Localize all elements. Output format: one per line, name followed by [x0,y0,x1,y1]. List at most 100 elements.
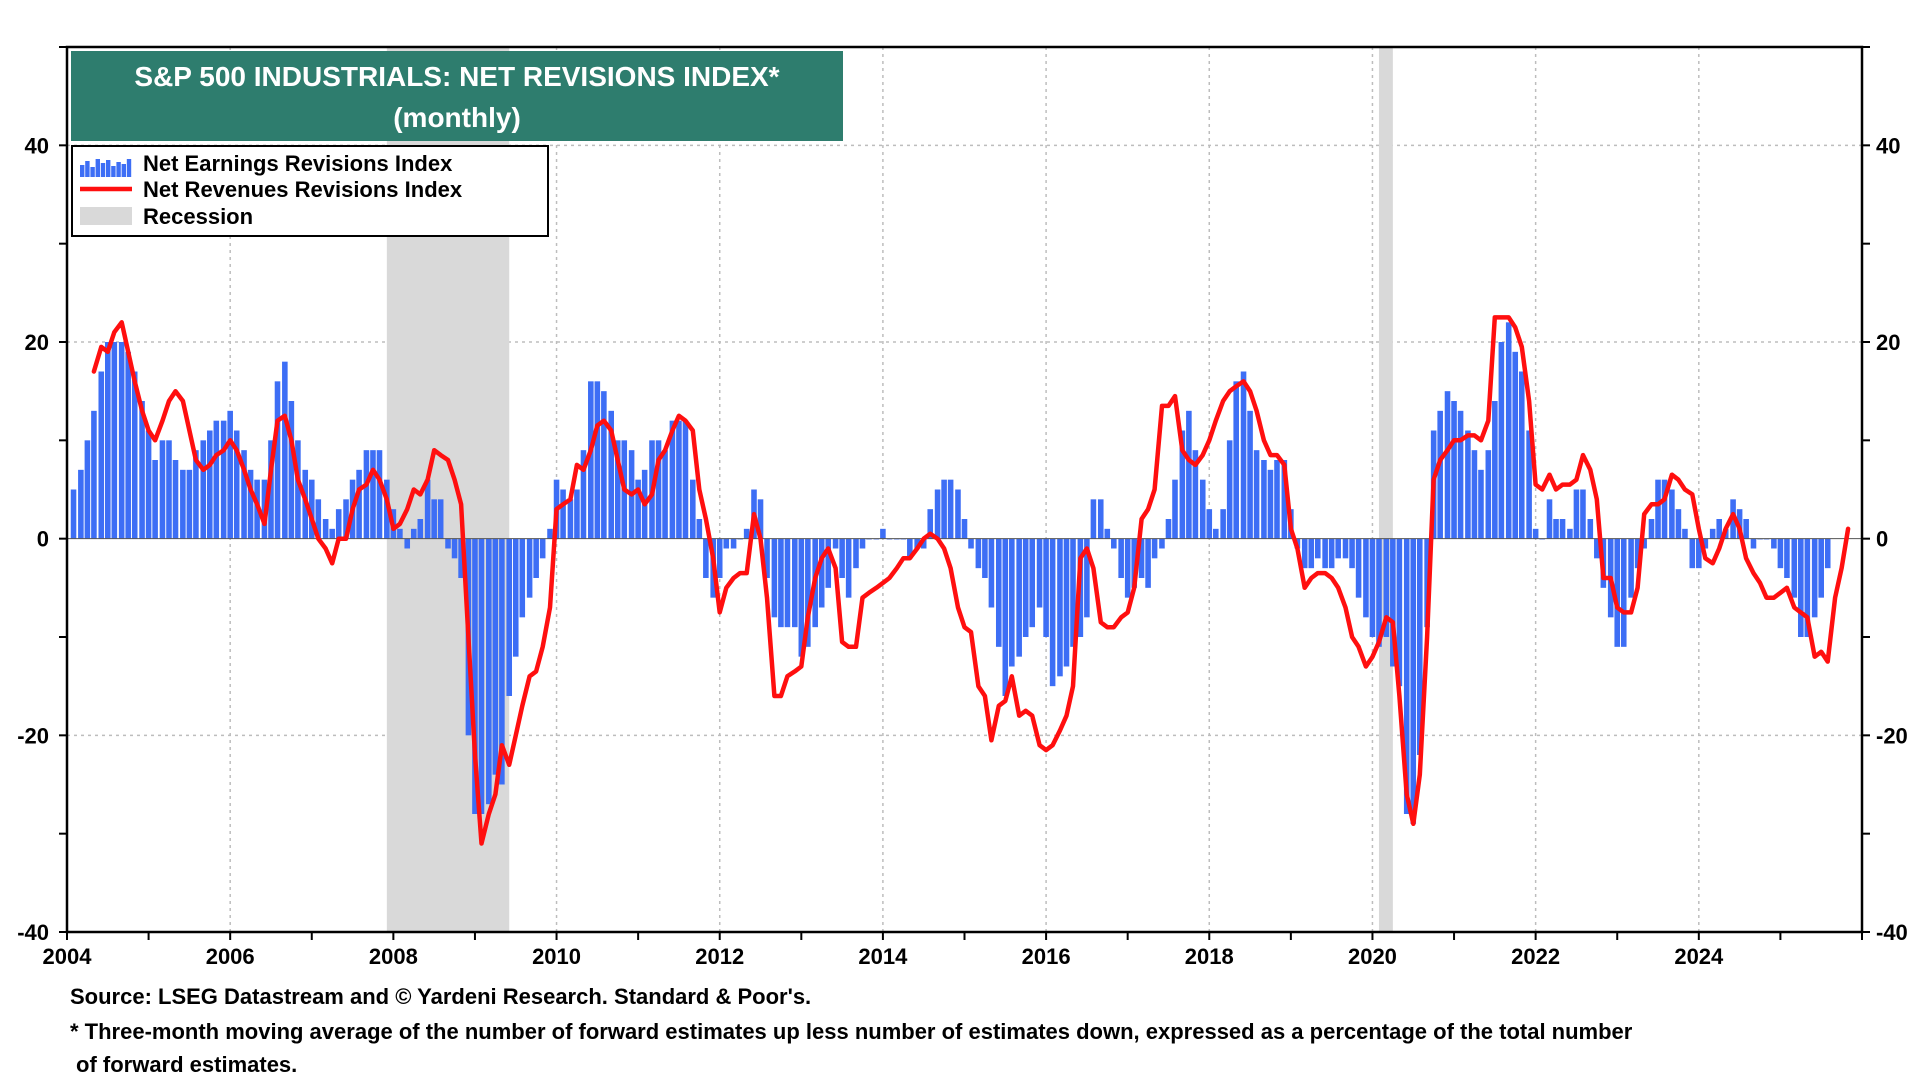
earnings-bar [1124,538,1131,598]
earnings-bar [1090,499,1097,539]
earnings-bar [1451,401,1457,539]
earnings-bar [1478,469,1484,539]
right-axis-ticks: 40 20 0 -20 -40 [1862,46,1908,945]
y-tick-label-left: 0 [37,527,49,552]
earnings-bar [601,391,607,539]
earnings-bar [1498,342,1505,539]
earnings-bar [696,519,703,539]
earnings-bar [1818,538,1824,598]
earnings-bar [268,440,274,539]
earnings-bar [1771,538,1777,549]
chart-subtitle: (monthly) [393,102,521,133]
earnings-bar [1682,528,1688,539]
legend-swatch-recession [80,207,132,225]
earnings-bar [1151,538,1158,559]
earnings-bar [792,538,798,628]
earnings-bar [172,460,179,539]
earnings-bar [1247,410,1253,539]
left-axis-ticks: 40 20 0 -20 -40 [17,46,67,945]
y-tick-label-right: -20 [1876,723,1908,748]
earnings-bar [200,440,207,539]
earnings-bar [445,538,451,549]
recession-band [1378,47,1393,932]
earnings-bar [771,538,778,618]
earnings-bar [1036,538,1043,608]
earnings-bar [322,519,329,539]
earnings-bar [574,489,580,539]
earnings-bar [1505,322,1512,539]
earnings-bar [1689,538,1696,569]
earnings-bar [308,479,315,539]
earnings-bar [975,538,982,569]
source-note: Source: LSEG Datastream and © Yardeni Re… [70,984,812,1009]
x-tick-label: 2008 [369,944,418,969]
earnings-bar [764,538,770,578]
earnings-bar [478,538,485,814]
earnings-bar [166,440,172,539]
legend-label-earnings: Net Earnings Revisions Index [143,151,453,176]
earnings-bar [78,469,84,539]
earnings-bar [512,538,519,657]
x-tick-label: 2018 [1185,944,1234,969]
x-axis-ticks: 2004 2006 2008 2010 2012 2014 2016 2018 2020 2022… [43,932,1863,969]
earnings-bar [1492,401,1498,539]
earnings-bar [451,538,458,559]
earnings-bar [1022,538,1029,637]
earnings-bar [499,538,505,785]
earnings-bar [1192,450,1199,539]
earnings-bar [676,420,682,539]
earnings-bar [152,460,158,539]
earnings-bar [1518,371,1525,539]
earnings-bar [927,509,934,539]
earnings-bar [1043,538,1049,637]
earnings-bar [356,469,362,539]
x-tick-label: 2016 [1022,944,1071,969]
title-box: S&P 500 INDUSTRIALS: NET REVISIONS INDEX… [71,51,843,141]
earnings-bar [1118,538,1124,578]
earnings-bar [614,440,621,539]
earnings-bar [1281,460,1288,539]
legend-swatch-bar [85,161,90,177]
earnings-bar [1009,538,1015,667]
revenues-line [91,315,1851,846]
legend-swatch-bar [111,166,116,177]
earnings-bar [424,479,431,539]
earnings-bar [955,489,961,539]
earnings-bar [914,538,920,549]
earnings-bar [853,538,859,569]
earnings-bar [1335,538,1341,559]
earnings-bar [1444,391,1451,539]
earnings-bar [1465,430,1471,539]
earnings-bar [682,420,689,539]
earnings-bar [805,538,811,647]
earnings-bar [1369,538,1376,637]
earnings-bar [1777,538,1784,569]
earnings-bar [1070,538,1076,647]
earnings-bar [1111,538,1117,549]
earnings-bar [1104,528,1111,539]
earnings-bar [1716,519,1723,539]
legend-swatch-earnings [80,159,132,177]
earnings-bar [1261,460,1267,539]
earnings-bar [982,538,988,578]
earnings-bar [159,440,166,539]
earnings-bar [1172,479,1178,539]
earnings-bar [1063,538,1070,667]
earnings-bar [180,469,186,539]
earnings-bar [274,381,281,539]
earnings-bar [186,469,193,539]
earnings-bar [295,440,301,539]
earnings-bar [486,538,492,805]
earnings-bar [1512,351,1519,539]
footnote-line-2: of forward estimates. [76,1052,298,1077]
earnings-bar [1396,538,1403,687]
legend-box [71,145,549,237]
earnings-bar [98,371,105,539]
earnings-bar [1315,538,1321,559]
earnings-bar [716,538,723,578]
earnings-bar [832,538,839,549]
legend-swatch-bar [90,167,95,177]
earnings-bar [193,450,199,539]
x-tick-label: 2020 [1348,944,1397,969]
